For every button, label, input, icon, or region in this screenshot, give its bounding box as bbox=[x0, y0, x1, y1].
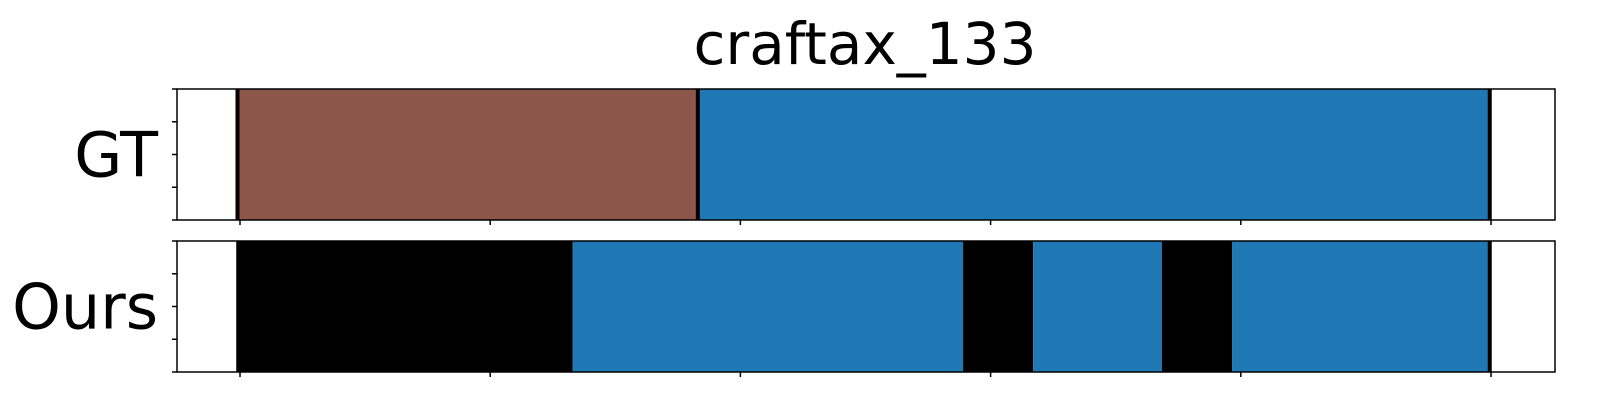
segment-bar bbox=[1033, 241, 1162, 372]
segment-bar bbox=[572, 241, 964, 372]
rows-layer: GT Ours bbox=[12, 88, 1556, 377]
row-ours: Ours bbox=[12, 240, 1556, 377]
chart-title: craftax_133 bbox=[694, 10, 1037, 78]
row-gt: GT bbox=[74, 88, 1556, 225]
segment-bar bbox=[237, 89, 698, 220]
row-label: Ours bbox=[12, 271, 158, 344]
segment-bar bbox=[1232, 241, 1490, 372]
row-label: GT bbox=[74, 119, 159, 192]
segment-bar bbox=[1161, 241, 1233, 372]
segment-bar bbox=[236, 241, 573, 372]
segment-bar bbox=[697, 89, 1490, 220]
segment-bar bbox=[963, 241, 1034, 372]
